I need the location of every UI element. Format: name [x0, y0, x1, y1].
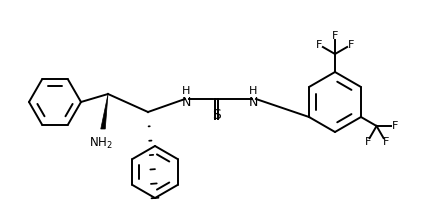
Text: F: F	[331, 31, 337, 41]
Text: F: F	[363, 137, 370, 147]
Text: H: H	[248, 86, 256, 96]
Text: F: F	[347, 40, 353, 50]
Polygon shape	[101, 94, 108, 129]
Text: NH$_2$: NH$_2$	[89, 136, 112, 151]
Text: F: F	[391, 121, 397, 131]
Text: S: S	[212, 108, 220, 122]
Text: F: F	[382, 137, 388, 147]
Text: N: N	[181, 96, 190, 109]
Text: H: H	[181, 86, 190, 96]
Text: F: F	[316, 40, 322, 50]
Text: N: N	[248, 96, 257, 109]
